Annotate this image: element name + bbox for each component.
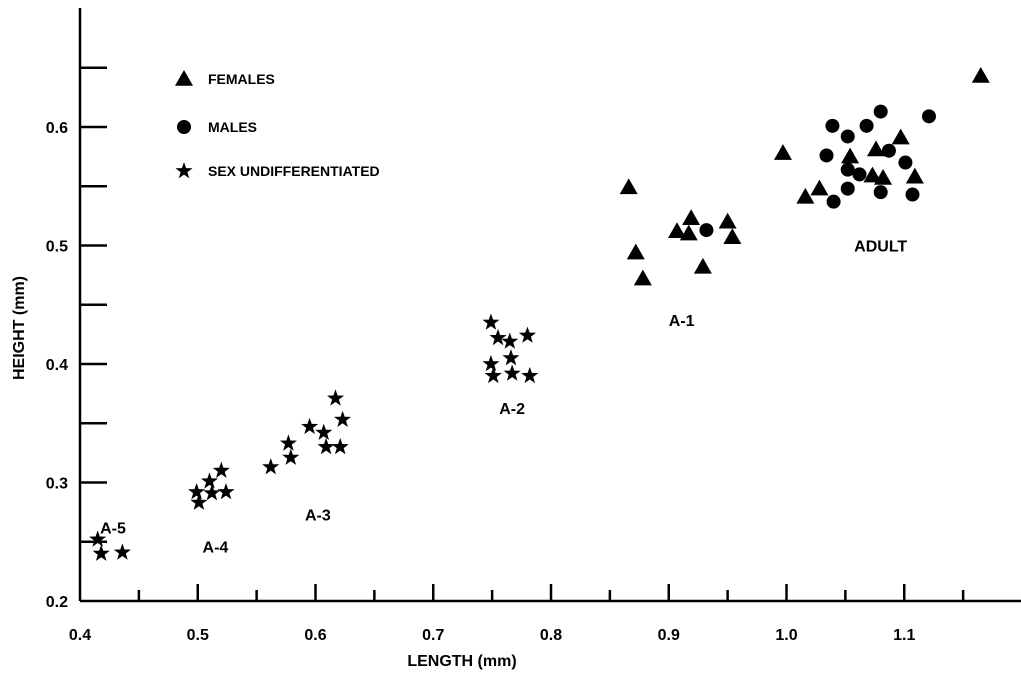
- star-point: [282, 448, 300, 465]
- star-point: [212, 461, 230, 478]
- legend-label: SEX UNDIFFERENTIATED: [208, 163, 380, 179]
- triangle-point: [773, 144, 792, 160]
- legend-label: FEMALES: [208, 71, 275, 87]
- star-point: [279, 434, 297, 451]
- x-tick-label: 0.9: [658, 627, 680, 644]
- star-point: [190, 493, 208, 510]
- y-tick-label: 0.5: [46, 239, 68, 256]
- circle-point: [859, 118, 874, 133]
- legend-circle-marker: [177, 120, 191, 134]
- star-point: [217, 483, 235, 500]
- star-point: [489, 328, 507, 346]
- circle-point: [873, 185, 888, 200]
- y-ticks: 0.2 0.3 0.4 0.5 0.6: [46, 66, 107, 611]
- star-point: [334, 410, 352, 427]
- triangle-point: [626, 243, 645, 260]
- star-point: [331, 437, 349, 455]
- legend-star-marker: [175, 162, 193, 179]
- x-tick-label: 1.0: [775, 627, 797, 644]
- circle-point: [699, 223, 714, 238]
- triangle-point: [891, 128, 910, 145]
- triangle-point: [971, 67, 990, 83]
- star-point: [262, 458, 280, 475]
- circle-point: [840, 162, 855, 177]
- star-point: [89, 530, 107, 547]
- circle-point: [852, 167, 867, 182]
- star-point: [317, 437, 335, 455]
- star-point: [482, 313, 500, 330]
- y-axis-title: HEIGHT (mm): [11, 276, 28, 380]
- circle-point: [921, 109, 936, 124]
- triangle-point: [693, 257, 712, 274]
- circle-point: [840, 181, 855, 196]
- star-point: [301, 417, 319, 435]
- legend: FEMALES MALES SEX UNDIFFERENTIATED: [175, 70, 380, 179]
- circle-point: [905, 187, 920, 202]
- group-labels: A-5 A-4 A-3 A-2 A-1 ADULT: [100, 238, 907, 556]
- star-point: [203, 484, 221, 501]
- x-tick-label: 0.7: [422, 627, 444, 644]
- triangle-point: [874, 168, 893, 185]
- x-tick-label: 0.8: [540, 627, 562, 644]
- data-marks: [89, 67, 990, 561]
- triangle-point: [679, 224, 698, 241]
- triangle-point: [723, 228, 742, 244]
- legend-triangle-marker: [175, 70, 193, 86]
- triangle-point: [796, 187, 815, 204]
- group-label: A-2: [499, 401, 525, 418]
- circle-point: [840, 129, 855, 144]
- triangle-point: [667, 222, 686, 239]
- triangle-point: [841, 147, 860, 164]
- star-point: [188, 483, 206, 500]
- circle-point: [881, 143, 896, 158]
- y-tick-label: 0.2: [46, 594, 68, 611]
- circle-point: [898, 155, 913, 170]
- x-tick-label: 0.4: [69, 627, 91, 644]
- circle-point: [819, 148, 834, 163]
- y-tick-label: 0.6: [46, 120, 68, 137]
- circle-point: [826, 194, 841, 209]
- triangle-point: [810, 179, 829, 196]
- triangle-point: [866, 140, 885, 157]
- y-tick-label: 0.4: [46, 357, 68, 374]
- star-point: [201, 472, 219, 489]
- circle-point: [825, 118, 840, 133]
- triangle-point: [863, 166, 882, 183]
- star-point: [482, 355, 500, 372]
- y-tick-label: 0.3: [46, 476, 68, 493]
- triangle-point: [682, 209, 701, 225]
- triangle-point: [905, 167, 924, 184]
- x-tick-label: 0.5: [187, 627, 209, 644]
- x-tick-label: 1.1: [893, 627, 915, 644]
- star-point: [503, 364, 521, 381]
- star-point: [315, 423, 333, 440]
- star-point: [502, 349, 520, 366]
- axes: [78, 8, 1021, 603]
- group-label: A-3: [305, 507, 331, 524]
- star-point: [521, 366, 539, 384]
- legend-label: MALES: [208, 119, 257, 135]
- star-point: [518, 326, 536, 343]
- x-tick-label: 0.6: [304, 627, 326, 644]
- star-point: [501, 332, 519, 349]
- triangle-point: [633, 269, 652, 286]
- group-label: A-1: [669, 313, 695, 330]
- star-point: [92, 544, 110, 561]
- group-label: ADULT: [854, 238, 907, 255]
- star-point: [327, 389, 345, 406]
- star-point: [484, 366, 502, 384]
- triangle-point: [619, 178, 638, 195]
- group-label: A-5: [100, 520, 126, 537]
- circle-point: [873, 104, 888, 119]
- star-point: [113, 543, 131, 560]
- x-axis-title: LENGTH (mm): [407, 653, 516, 670]
- triangle-point: [718, 212, 737, 229]
- group-label: A-4: [203, 539, 229, 556]
- x-ticks: 0.4 0.5 0.6 0.7 0.8 0.9 1.0 1.1: [69, 584, 965, 644]
